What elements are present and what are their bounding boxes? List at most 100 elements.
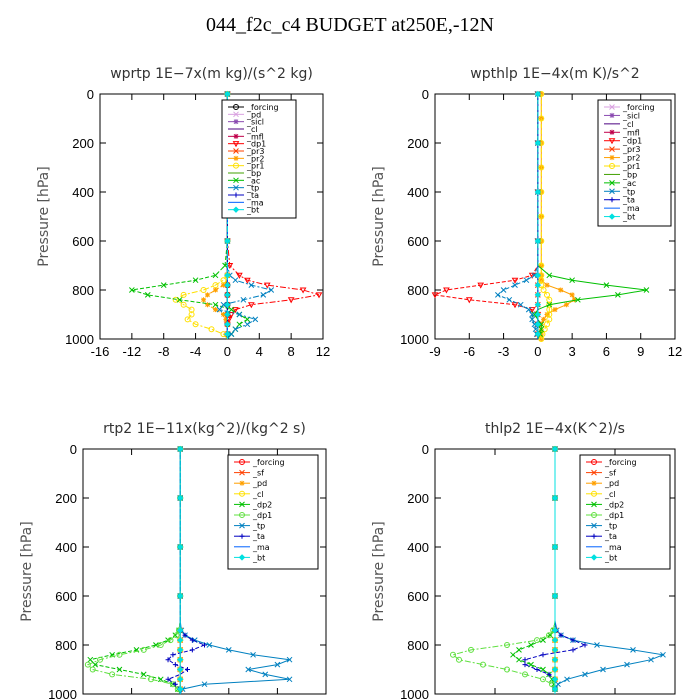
data-point: [538, 336, 544, 342]
data-point: [189, 637, 195, 643]
legend-entry: _dp1: [252, 511, 272, 520]
panel-4: thlp2 1E−4x(K^2)/s-2.0-1.00.01.02.002004…: [371, 421, 684, 700]
legend-frame: [597, 99, 672, 227]
y-tick-label: 400: [407, 540, 429, 555]
legend-marker: [609, 155, 615, 161]
data-point: [262, 671, 269, 678]
data-point: [224, 321, 231, 328]
data-point: [188, 311, 195, 318]
plot-frame: [82, 448, 327, 695]
data-point: [224, 301, 231, 308]
legend-entry: _sf: [252, 469, 264, 478]
data-point: [534, 321, 542, 328]
data-point: [220, 282, 226, 288]
y-tick-label: 800: [55, 638, 77, 653]
legend-entry: _pd: [246, 110, 261, 119]
panel-3: rtp2 1E−11x(kg^2)/(kg^2 s)-40-2002040600…: [19, 421, 333, 700]
x-tick-label: 8: [288, 344, 295, 359]
legend-marker: [609, 163, 615, 169]
data-point: [226, 263, 234, 270]
data-point: [222, 262, 228, 269]
data-point: [547, 632, 554, 639]
data-point: [232, 307, 239, 314]
data-point: [176, 296, 183, 303]
legend-entry: _ta: [622, 196, 635, 205]
legend-marker: [591, 480, 597, 486]
legend-marker: [239, 533, 245, 539]
legend-marker: [233, 177, 239, 184]
series-line: [540, 94, 576, 339]
data-point: [184, 316, 191, 323]
legend-marker: [609, 188, 615, 195]
data-point: [575, 296, 581, 303]
data-point: [176, 592, 184, 600]
legend-entry: _cl: [252, 490, 264, 499]
data-point: [571, 297, 577, 303]
data-point: [551, 656, 559, 663]
series-ta: [165, 446, 207, 694]
legend-entry: _dp2: [252, 500, 272, 509]
data-point: [582, 671, 588, 678]
legend-marker: [609, 112, 615, 118]
y-tick-label: 800: [407, 283, 429, 298]
legend-marker: [590, 554, 598, 561]
legend: _forcing _sf_pd _cl_dp2 _dp1 _tp_ta _ma_bt: [579, 454, 671, 570]
data-point: [534, 330, 542, 338]
legend-marker: [239, 522, 245, 529]
data-point: [223, 316, 229, 322]
series-dp1: [84, 446, 184, 695]
x-tick-label: 3: [569, 344, 576, 359]
data-point: [443, 287, 450, 294]
legend-entry: _ma: [604, 543, 622, 552]
data-point: [529, 311, 535, 318]
legend-entry: _ta: [252, 532, 265, 541]
data-point: [201, 681, 208, 688]
data-point: [600, 666, 606, 673]
data-point: [643, 287, 650, 293]
series-pr2: [538, 91, 577, 342]
x-tick-label: 0: [534, 344, 541, 359]
data-point: [206, 642, 213, 648]
x-tick-label: -8: [158, 344, 170, 359]
data-point: [89, 666, 96, 673]
data-point: [551, 627, 559, 634]
legend-entry: _cl: [622, 120, 634, 129]
y-tick-label: 200: [407, 491, 429, 506]
data-point: [594, 642, 600, 648]
data-point: [534, 188, 542, 196]
series-dp1: [431, 91, 542, 339]
data-point: [544, 291, 550, 298]
data-point: [286, 656, 293, 663]
data-point: [615, 292, 621, 298]
legend-entry: _tp: [622, 187, 635, 196]
data-point: [532, 326, 539, 333]
data-point: [510, 651, 516, 658]
data-point: [534, 272, 542, 279]
data-point: [534, 637, 540, 644]
data-point: [208, 326, 215, 333]
data-point: [531, 321, 538, 328]
y-tick-label: 400: [72, 185, 94, 200]
x-tick-label: 6: [603, 344, 610, 359]
legend-marker: [609, 146, 615, 152]
data-point: [172, 681, 178, 687]
x-tick-label: 12: [668, 344, 682, 359]
legend-marker: [591, 533, 597, 539]
legend-marker: [233, 184, 239, 191]
data-point: [558, 287, 564, 293]
y-tick-label: 200: [55, 491, 77, 506]
legend-entry: _bt: [622, 213, 635, 222]
data-point: [129, 287, 135, 293]
data-point: [224, 237, 231, 245]
data-point: [477, 282, 485, 289]
data-point: [544, 282, 550, 288]
legend-entry: _dp1: [622, 137, 642, 146]
plot-frame: [434, 93, 676, 340]
legend-entry: _pr3: [622, 145, 640, 154]
data-point: [534, 281, 542, 289]
x-tick-label: -6: [464, 344, 476, 359]
legend-entry: _forcing: [622, 103, 655, 112]
data-point: [274, 661, 281, 668]
data-point: [224, 311, 231, 318]
legend-marker: [233, 111, 239, 118]
